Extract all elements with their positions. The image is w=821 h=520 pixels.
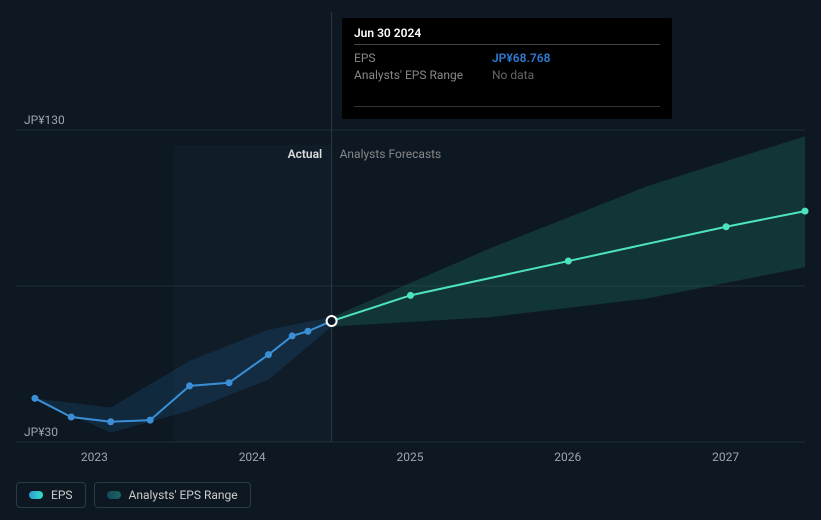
tooltip-key: Analysts' EPS Range — [354, 68, 464, 82]
chart-legend: EPS Analysts' EPS Range — [16, 482, 251, 508]
eps-swatch-icon — [29, 491, 43, 499]
section-label-actual: Actual — [288, 147, 323, 161]
tooltip-date: Jun 30 2024 — [354, 26, 660, 40]
x-axis-label: 2024 — [239, 450, 266, 464]
y-axis-label: JP¥130 — [24, 113, 65, 127]
tooltip-key: EPS — [354, 51, 464, 65]
x-axis-label: 2023 — [81, 450, 108, 464]
x-axis-label: 2025 — [397, 450, 424, 464]
eps-forecast-chart: Jun 30 2024 EPS JP¥68.768 Analysts' EPS Ra… — [0, 0, 821, 520]
legend-label: Analysts' EPS Range — [129, 488, 238, 502]
tooltip-value: JP¥68.768 — [492, 51, 550, 65]
x-axis-label: 2026 — [554, 450, 581, 464]
tooltip-divider — [354, 44, 660, 45]
legend-item-eps[interactable]: EPS — [16, 482, 86, 508]
legend-label: EPS — [51, 488, 73, 502]
x-axis-label: 2027 — [712, 450, 739, 464]
tooltip-row: EPS JP¥68.768 — [354, 51, 660, 65]
chart-tooltip: Jun 30 2024 EPS JP¥68.768 Analysts' EPS Ra… — [342, 18, 672, 119]
range-swatch-icon — [107, 491, 121, 499]
y-axis-label: JP¥30 — [24, 425, 58, 439]
tooltip-bottom-divider — [354, 106, 660, 107]
legend-item-range[interactable]: Analysts' EPS Range — [94, 482, 251, 508]
section-label-forecast: Analysts Forecasts — [340, 147, 442, 161]
tooltip-value: No data — [492, 68, 534, 82]
tooltip-row: Analysts' EPS Range No data — [354, 68, 660, 82]
